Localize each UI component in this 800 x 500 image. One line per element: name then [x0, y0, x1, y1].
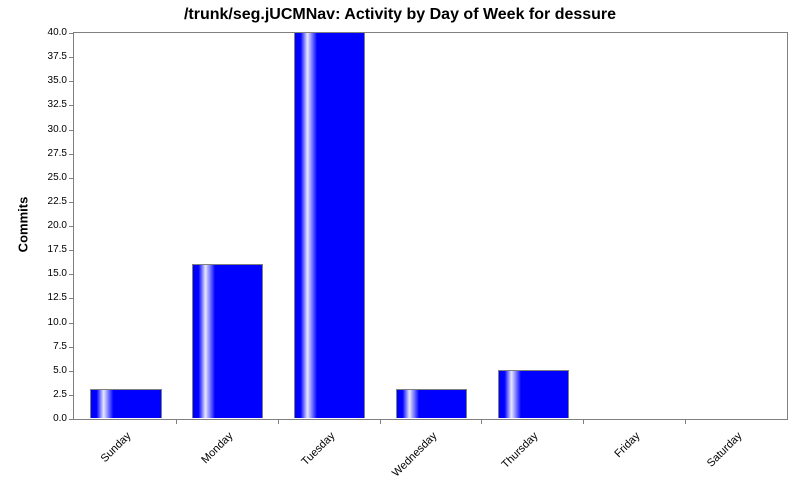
y-tick-mark — [69, 274, 73, 275]
bar — [396, 389, 467, 418]
bar — [498, 370, 569, 418]
y-tick-mark — [69, 105, 73, 106]
y-tick-label: 25.0 — [33, 172, 67, 183]
y-tick-label: 10.0 — [33, 317, 67, 328]
y-tick-mark — [69, 202, 73, 203]
y-tick-mark — [69, 347, 73, 348]
y-tick-mark — [69, 33, 73, 34]
x-tick-label: Thursday — [462, 430, 541, 500]
y-tick-label: 32.5 — [33, 99, 67, 110]
y-tick-label: 22.5 — [33, 196, 67, 207]
y-tick-label: 17.5 — [33, 244, 67, 255]
y-tick-mark — [69, 81, 73, 82]
y-tick-mark — [69, 57, 73, 58]
x-tick-label: Monday — [156, 430, 235, 500]
y-tick-mark — [69, 178, 73, 179]
plot-area — [73, 32, 788, 420]
y-tick-label: 0.0 — [33, 413, 67, 424]
x-tick-label: Tuesday — [258, 430, 337, 500]
x-tick-label: Saturday — [665, 430, 744, 500]
x-band-separator — [176, 420, 177, 424]
bar — [90, 389, 161, 418]
y-tick-label: 40.0 — [33, 27, 67, 38]
y-tick-mark — [69, 323, 73, 324]
x-tick-label: Wednesday — [360, 430, 439, 500]
y-tick-label: 37.5 — [33, 51, 67, 62]
y-tick-label: 7.5 — [33, 341, 67, 352]
chart-title: /trunk/seg.jUCMNav: Activity by Day of W… — [0, 6, 800, 24]
y-tick-label: 12.5 — [33, 292, 67, 303]
y-axis-label: Commits — [15, 197, 30, 253]
bar — [294, 32, 365, 418]
bar — [192, 264, 263, 418]
x-band-separator — [685, 420, 686, 424]
x-band-separator — [278, 420, 279, 424]
y-tick-mark — [69, 250, 73, 251]
y-tick-label: 5.0 — [33, 365, 67, 376]
y-tick-mark — [69, 130, 73, 131]
y-tick-label: 30.0 — [33, 124, 67, 135]
x-band-separator — [380, 420, 381, 424]
y-tick-label: 15.0 — [33, 268, 67, 279]
x-band-separator — [481, 420, 482, 424]
x-tick-label: Friday — [563, 430, 642, 500]
y-tick-mark — [69, 154, 73, 155]
y-tick-label: 20.0 — [33, 220, 67, 231]
chart-container: /trunk/seg.jUCMNav: Activity by Day of W… — [0, 0, 800, 500]
y-tick-label: 2.5 — [33, 389, 67, 400]
y-tick-label: 35.0 — [33, 75, 67, 86]
x-tick-label: Sunday — [54, 430, 133, 500]
y-tick-mark — [69, 395, 73, 396]
y-tick-mark — [69, 419, 73, 420]
y-tick-mark — [69, 371, 73, 372]
y-tick-label: 27.5 — [33, 148, 67, 159]
y-tick-mark — [69, 226, 73, 227]
y-tick-mark — [69, 298, 73, 299]
x-band-separator — [583, 420, 584, 424]
